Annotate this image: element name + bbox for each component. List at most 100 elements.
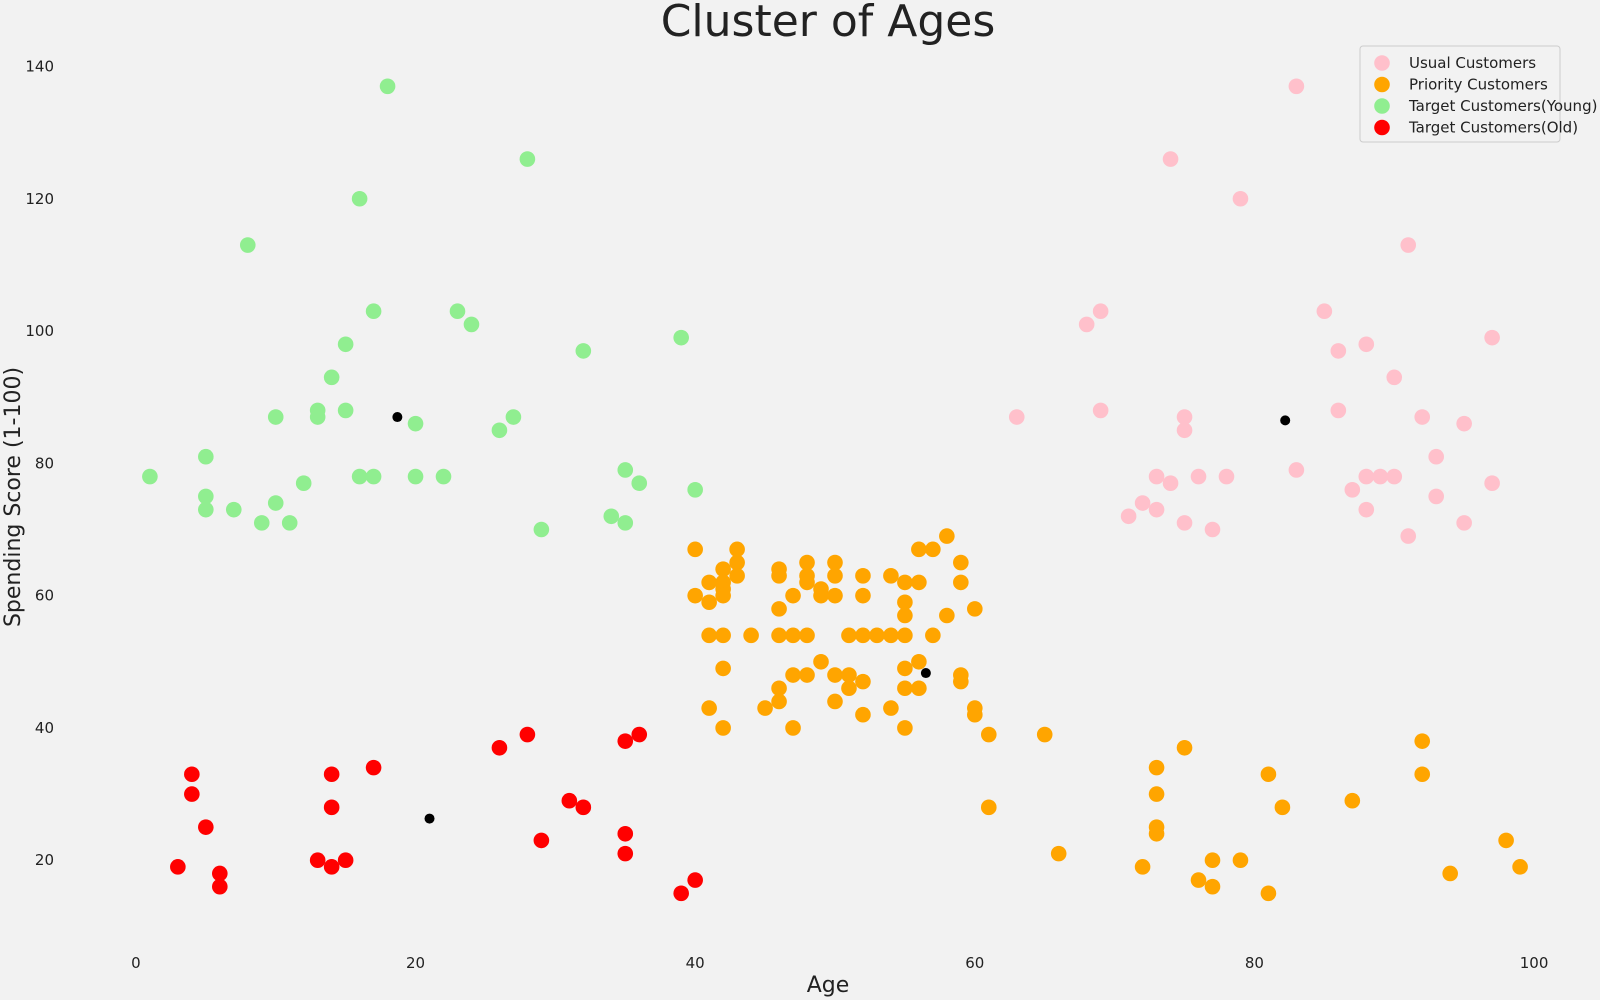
- legend-marker: [1374, 55, 1390, 71]
- x-tick-label: 0: [131, 954, 141, 972]
- data-point: [687, 482, 703, 498]
- data-point: [911, 680, 927, 697]
- data-point: [967, 601, 983, 617]
- centroid-point: [920, 668, 931, 679]
- data-point: [407, 468, 424, 485]
- y-tick-label: 60: [35, 587, 54, 605]
- data-point: [1232, 852, 1249, 869]
- data-point: [911, 653, 927, 670]
- data-point: [897, 627, 913, 644]
- data-point: [239, 237, 256, 253]
- data-point: [841, 627, 857, 644]
- legend-label: Priority Customers: [1409, 76, 1548, 94]
- data-point: [351, 190, 368, 207]
- data-point: [1204, 521, 1221, 538]
- data-point: [1456, 515, 1472, 531]
- data-point: [1176, 409, 1193, 425]
- y-axis-label: Spending Score (1-100): [1, 367, 26, 627]
- data-point: [897, 574, 913, 591]
- legend-marker: [1374, 119, 1390, 136]
- data-point: [743, 627, 759, 644]
- data-point: [491, 739, 508, 756]
- data-point: [323, 859, 340, 875]
- data-point: [519, 726, 536, 743]
- data-point: [715, 561, 731, 577]
- data-point: [337, 336, 354, 353]
- data-point: [1148, 501, 1165, 518]
- y-tick-label: 100: [25, 322, 54, 340]
- data-point: [715, 587, 731, 604]
- data-point: [799, 627, 815, 644]
- data-point: [198, 488, 214, 505]
- chart-title: Cluster of Ages: [661, 0, 996, 47]
- y-tick-label: 20: [35, 851, 54, 869]
- data-point: [1050, 845, 1067, 862]
- legend-label: Target Customers(Old): [1408, 119, 1578, 137]
- data-point: [897, 594, 913, 611]
- data-point: [673, 885, 689, 902]
- data-point: [267, 495, 284, 511]
- data-point: [1260, 766, 1277, 783]
- data-point: [1162, 475, 1179, 491]
- x-axis-label: Age: [807, 973, 850, 998]
- data-point: [1288, 78, 1305, 95]
- data-point: [617, 845, 634, 862]
- data-point: [980, 799, 997, 816]
- centroid-points: [392, 412, 1291, 824]
- data-point: [799, 574, 815, 591]
- data-point: [1456, 415, 1472, 432]
- data-point: [980, 726, 997, 743]
- data-point: [211, 878, 228, 895]
- data-point: [771, 627, 787, 644]
- data-point: [519, 151, 536, 167]
- data-point: [841, 667, 857, 683]
- data-point: [1176, 515, 1193, 531]
- data-point: [142, 468, 158, 485]
- data-point: [911, 541, 927, 558]
- data-point: [211, 865, 228, 882]
- data-point: [687, 587, 703, 604]
- data-point: [337, 402, 354, 419]
- data-point: [1512, 859, 1528, 875]
- data-point: [953, 554, 969, 571]
- legend-label: Target Customers(Young): [1408, 97, 1597, 115]
- data-point: [184, 786, 200, 802]
- data-point: [617, 515, 634, 531]
- data-point: [701, 700, 717, 716]
- data-point: [309, 852, 326, 869]
- y-tick-label: 80: [35, 454, 54, 472]
- x-ticks: 0 20 40 60 80 100: [131, 954, 1548, 972]
- data-point: [785, 720, 801, 736]
- data-point: [365, 759, 382, 776]
- data-point: [897, 720, 913, 736]
- data-point: [911, 574, 927, 591]
- data-point: [883, 700, 899, 716]
- data-point: [561, 792, 578, 809]
- data-point: [1148, 759, 1165, 776]
- data-point: [1204, 878, 1221, 895]
- data-point: [253, 515, 270, 531]
- series-group: [1008, 78, 1500, 544]
- data-point: [1190, 872, 1207, 888]
- data-point: [855, 706, 871, 723]
- data-point: [1414, 766, 1431, 783]
- data-point: [827, 568, 843, 584]
- data-point: [883, 568, 899, 584]
- data-point: [855, 587, 871, 604]
- data-point: [897, 660, 913, 677]
- series-group: [142, 78, 703, 538]
- data-point: [1148, 786, 1165, 802]
- data-point: [1190, 468, 1207, 485]
- data-point: [869, 627, 885, 644]
- legend-label: Usual Customers: [1409, 54, 1536, 72]
- data-point: [1008, 409, 1025, 425]
- data-point: [701, 574, 717, 591]
- data-point: [813, 587, 829, 604]
- data-point: [701, 594, 717, 611]
- data-point: [827, 693, 843, 710]
- data-point: [1330, 343, 1347, 359]
- data-point: [1134, 495, 1151, 511]
- data-point: [1274, 799, 1291, 816]
- data-points: [142, 78, 1528, 902]
- data-point: [827, 587, 843, 604]
